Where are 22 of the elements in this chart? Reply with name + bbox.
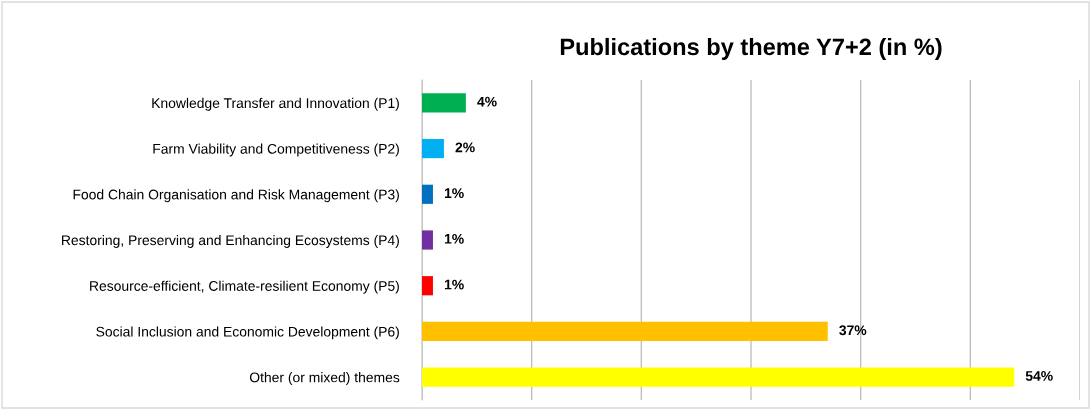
data-label: 1% (444, 188, 464, 198)
bar (422, 184, 433, 204)
bar (422, 93, 466, 113)
data-label: 37% (839, 325, 867, 336)
data-label: 1% (444, 233, 464, 244)
y-tick-label: Other (or mixed) themes (249, 372, 400, 386)
bar (422, 367, 1015, 387)
data-label: 54% (1025, 371, 1053, 381)
data-label: 4% (477, 96, 497, 107)
data-label: 2% (455, 142, 475, 153)
data-label: 1% (444, 279, 464, 290)
chart-title: Publications by theme Y7+2 (in %) (560, 37, 942, 60)
y-tick-label: Food Chain Organisation and Risk Management (P3) (73, 189, 399, 203)
bar (422, 321, 828, 342)
y-tick-label: Knowledge Transfer and Innovation (P1) (152, 97, 399, 111)
bar (422, 138, 444, 159)
bar (422, 276, 433, 296)
y-tick-label: Farm Viability and Competitiveness (P2) (153, 143, 399, 157)
y-tick-label: Restoring, Preserving and Enhancing Ecosystems (P4) (62, 234, 399, 248)
y-tick-label: Social Inclusion and Economic Development (P6) (96, 326, 399, 340)
bar (422, 230, 433, 250)
y-tick-label: Resource-efficient, Climate-resilient Economy (P5) (90, 280, 399, 294)
